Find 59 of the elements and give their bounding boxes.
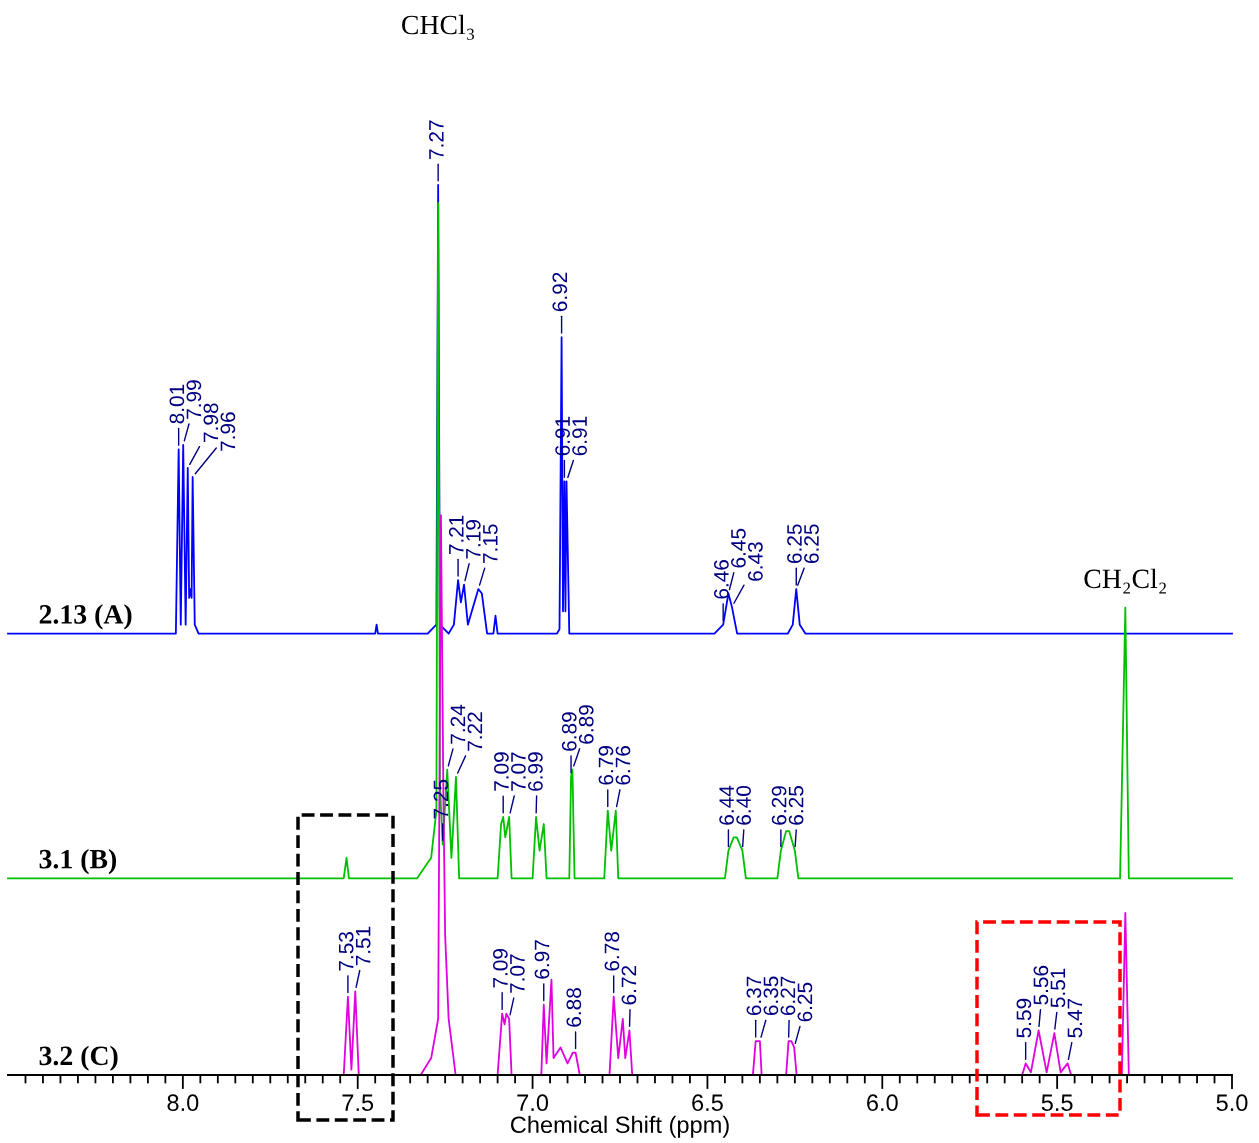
annotation: 6.89 xyxy=(578,705,594,744)
annotation: 5.51 xyxy=(1050,968,1066,1008)
annotation: 6.27 xyxy=(780,976,796,1016)
x-tick-label: 7.0 xyxy=(517,1094,549,1112)
x-axis-title: Chemical Shift (ppm) xyxy=(510,1115,729,1138)
annotation: 6.97 xyxy=(534,940,550,979)
x-tick-label: 6.5 xyxy=(692,1094,723,1112)
annotation: 6.46 xyxy=(714,560,729,599)
annotation: 7.19 xyxy=(465,520,481,559)
x-tick-label: 8.0 xyxy=(167,1094,199,1112)
annotation: 6.76 xyxy=(615,746,631,785)
annotation: 8.01 xyxy=(169,384,185,424)
annotation: 7.24 xyxy=(450,704,466,744)
annotation: 7.15 xyxy=(483,524,498,563)
annotation: 6.89 xyxy=(561,712,577,751)
annotation: 6.25 xyxy=(788,786,804,825)
series-label: 3.1 (B) xyxy=(39,848,117,875)
annotation: 7.25 xyxy=(433,779,449,819)
x-tick-label: 5.5 xyxy=(1041,1094,1073,1112)
text: CHCl₃ xyxy=(402,14,475,40)
x-tick-label: 5.0 xyxy=(1216,1094,1248,1112)
annotation: 5.47 xyxy=(1067,998,1083,1038)
annotation: 6.91 xyxy=(555,416,570,456)
x-tick-label: 6.0 xyxy=(867,1094,898,1112)
annotation: 6.37 xyxy=(746,976,762,1016)
annotation: 7.07 xyxy=(511,752,526,791)
annotation: 7.21 xyxy=(448,515,464,555)
annotation: 7.09 xyxy=(492,949,508,988)
annotation: 6.72 xyxy=(621,966,637,1005)
annotation: 7.99 xyxy=(186,380,202,419)
annotation: 7.09 xyxy=(494,752,509,791)
annotation: 5.56 xyxy=(1033,965,1049,1005)
annotation: 7.22 xyxy=(467,712,483,751)
annotation: 6.92 xyxy=(552,272,568,312)
annotation: 7.53 xyxy=(338,932,354,971)
annotation: 6.25 xyxy=(787,524,802,563)
annotation: 6.43 xyxy=(748,542,763,581)
annotation: 6.25 xyxy=(804,524,819,563)
annotation: 6.25 xyxy=(797,982,813,1022)
annotation: 6.88 xyxy=(566,988,582,1027)
annotation: 6.99 xyxy=(528,752,543,791)
annotation: 7.07 xyxy=(509,954,525,993)
series-label: 2.13 (A) xyxy=(39,604,132,630)
series-label: 3.2 (C) xyxy=(39,1045,118,1071)
annotation: 7.96 xyxy=(220,412,236,451)
annotation: 5.59 xyxy=(1016,998,1032,1038)
annotation: 6.91 xyxy=(572,416,587,456)
annotation: 7.51 xyxy=(355,926,371,966)
annotation: 6.40 xyxy=(736,785,751,825)
annotation: 6.45 xyxy=(731,528,746,568)
annotation: CH₂Cl₂ xyxy=(1084,568,1166,594)
annotation: 6.29 xyxy=(771,786,787,825)
annotation: 6.79 xyxy=(598,746,614,785)
x-tick-label: 7.5 xyxy=(342,1094,374,1112)
annotation: 7.98 xyxy=(203,403,219,442)
annotation: 6.44 xyxy=(719,785,734,825)
annotation: 6.35 xyxy=(763,976,779,1016)
annotation: 7.27 xyxy=(428,120,444,159)
annotation: 6.78 xyxy=(604,932,620,971)
